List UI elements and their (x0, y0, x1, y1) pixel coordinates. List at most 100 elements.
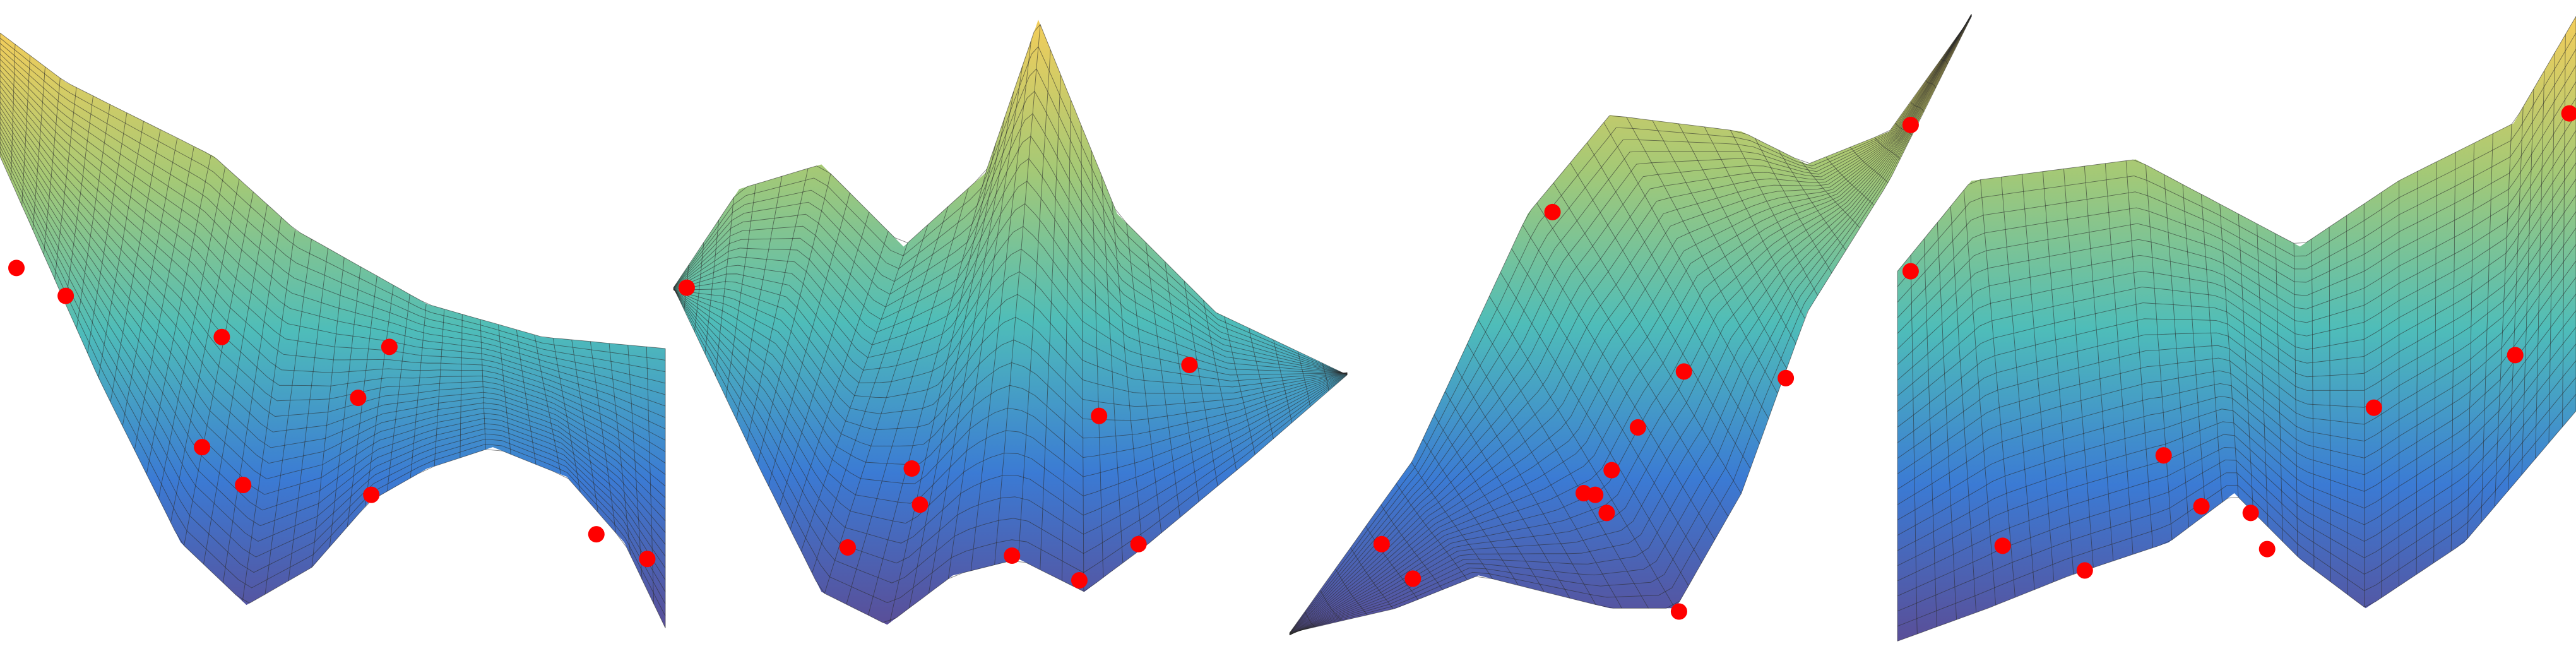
grid-line (0, 132, 666, 569)
sample-point-marker (1603, 462, 1620, 479)
sample-point-marker (194, 439, 211, 456)
grid-line (673, 288, 1348, 583)
grid-line (0, 146, 666, 604)
grid-line (0, 37, 666, 361)
grid-line (1897, 65, 2576, 318)
sample-point-marker (2561, 105, 2576, 122)
grid-line (1289, 16, 1972, 634)
sample-point-marker (1994, 537, 2011, 554)
grid-line (0, 91, 666, 475)
grid-line (0, 101, 666, 498)
sample-point-marker (1598, 505, 1615, 522)
grid-line (673, 248, 1348, 376)
grid-line (1289, 16, 1972, 633)
grid-line (1018, 49, 1051, 559)
sample-point-marker (1587, 486, 1604, 503)
grid-line (673, 289, 1348, 465)
sample-point-marker (1130, 535, 1147, 552)
grid-line (0, 69, 666, 429)
sample-point-marker (903, 460, 920, 477)
grid-line (1897, 410, 2576, 642)
grid-line (1289, 15, 1972, 635)
grid-line (1289, 15, 1972, 634)
grid-line (1897, 162, 2576, 412)
surface-mesh (0, 33, 666, 628)
grid-line (1897, 211, 2576, 459)
grid-line (673, 289, 1348, 524)
grid-line (0, 151, 666, 616)
sample-point-marker (2507, 347, 2524, 364)
surface-panel-3 (1289, 14, 1972, 636)
grid-line (1289, 14, 1972, 635)
sample-point-marker (1091, 407, 1108, 424)
grid-line (1289, 15, 1972, 635)
sample-point-marker (2365, 399, 2382, 416)
grid-line (1289, 15, 1972, 635)
grid-line (0, 122, 666, 545)
grid-line (673, 288, 1348, 564)
grid-line (673, 158, 1348, 374)
grid-line (674, 288, 1348, 398)
grid-line (1897, 260, 2576, 505)
grid-line (0, 85, 666, 464)
grid-line (1289, 16, 1972, 634)
sample-point-marker (1670, 603, 1687, 620)
grid-line (1897, 114, 2576, 365)
grid-line (1289, 16, 1972, 633)
sample-point-marker (2258, 541, 2276, 558)
surface-mesh (1290, 16, 1972, 633)
sample-point-marker (588, 526, 605, 543)
grid-line (673, 289, 1348, 504)
grid-line (1897, 377, 2576, 612)
sample-point-marker (2193, 498, 2210, 515)
sample-point-marker (1902, 263, 1919, 280)
grid-line (0, 80, 666, 452)
grid-line (673, 113, 1348, 375)
grid-line (1289, 14, 1972, 636)
sample-point-marker (2155, 447, 2172, 464)
sample-point-marker (839, 539, 856, 556)
grid-line (1289, 15, 1972, 635)
grid-line (1897, 277, 2576, 520)
grid-line (1289, 15, 1972, 634)
sample-point-marker (1544, 203, 1561, 220)
grid-line (673, 68, 1348, 375)
grid-line (0, 59, 666, 407)
sample-point-marker (1629, 419, 1646, 436)
grid-line (1897, 310, 2576, 551)
grid-line (0, 32, 666, 349)
grid-line (0, 136, 666, 580)
grid-line (673, 289, 1348, 484)
grid-line (1897, 97, 2576, 350)
grid-line (1289, 14, 1972, 635)
sample-point-marker (57, 287, 74, 304)
grid-line (0, 48, 666, 384)
sample-point-marker (235, 477, 252, 494)
sample-point-marker (1373, 535, 1390, 552)
grid-line (673, 23, 1348, 376)
grid-line (1897, 343, 2576, 582)
grid-line (1897, 81, 2576, 334)
grid-line (674, 289, 1348, 414)
grid-line (673, 203, 1348, 374)
surface-panel-1 (0, 32, 666, 628)
grid-line (1897, 130, 2576, 381)
grid-line (1897, 146, 2576, 397)
surface-mesh (1897, 16, 2576, 642)
grid-line (1289, 14, 1972, 636)
grid-line (673, 135, 1348, 375)
grid-line (1897, 195, 2576, 443)
grid-line (673, 289, 1348, 446)
grid-line (1897, 227, 2576, 474)
sample-point-marker (363, 486, 380, 503)
sample-point-marker (213, 328, 230, 345)
sample-point-marker (1071, 572, 1088, 589)
sample-point-marker (1902, 116, 1919, 133)
grid-line (673, 287, 1348, 603)
surface-panel-4 (1897, 16, 2576, 642)
grid-line (1897, 32, 2576, 287)
grid-line (1897, 179, 2576, 427)
sample-point-marker (1675, 363, 1692, 380)
sample-point-marker (381, 338, 398, 355)
grid-line (0, 75, 666, 441)
